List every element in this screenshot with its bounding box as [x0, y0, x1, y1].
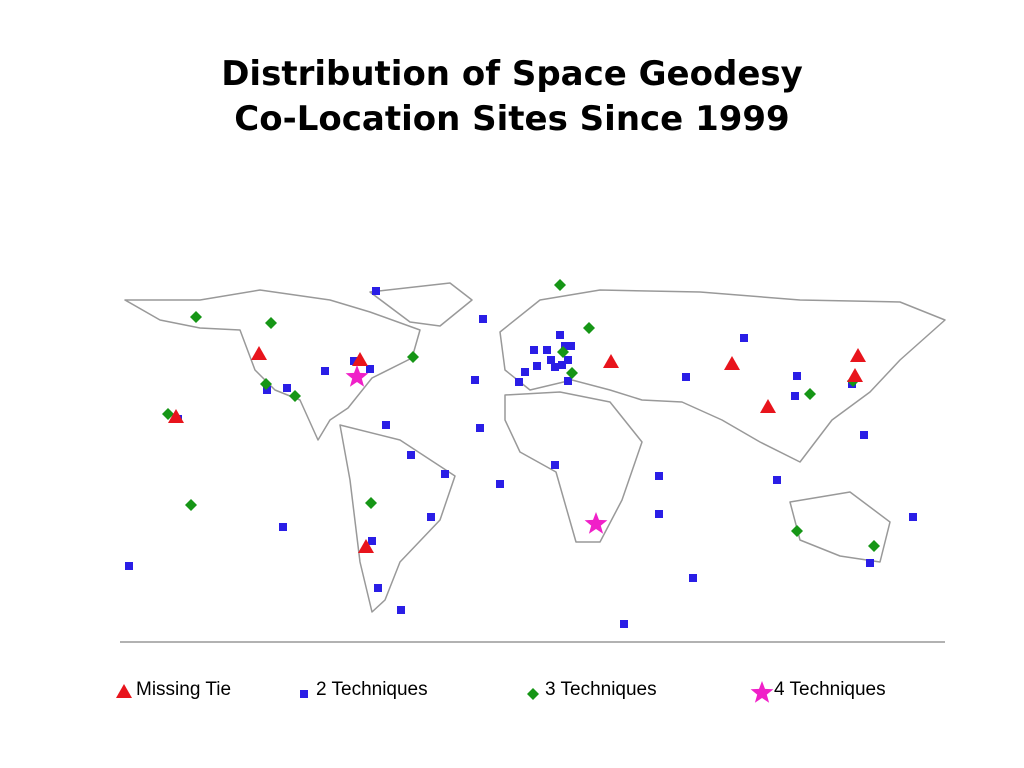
two-technique-marker [655, 472, 663, 480]
two-technique-marker [427, 513, 435, 521]
missing-tie-marker [724, 356, 740, 370]
missing-tie-marker [850, 348, 866, 362]
legend-label: 4 Techniques [774, 679, 886, 700]
greenland [369, 282, 473, 327]
title-line: Co-Location Sites Since 1999 [234, 99, 789, 139]
missing-tie-marker [847, 368, 863, 382]
three-technique-marker [185, 499, 197, 511]
three-technique-marker [868, 540, 880, 552]
two-technique-marker [279, 523, 287, 531]
two-technique-marker [655, 510, 663, 518]
two-technique-marker [476, 424, 484, 432]
two-technique-marker [479, 315, 487, 323]
two-technique-marker [496, 480, 504, 488]
world-map [120, 282, 946, 643]
three-technique-marker [557, 346, 569, 358]
three-technique-marker [162, 408, 174, 420]
two-technique-marker [561, 342, 569, 350]
two-technique-marker [515, 378, 523, 386]
two-technique-marker [283, 384, 291, 392]
two-technique-marker [372, 287, 380, 295]
two-technique-marker [300, 690, 308, 698]
missing-tie-marker [760, 399, 776, 413]
missing-tie-marker [116, 684, 132, 698]
two-technique-marker [530, 346, 538, 354]
two-technique-marker [551, 461, 559, 469]
two-technique-marker [740, 334, 748, 342]
eurasia [499, 289, 946, 463]
two-technique-marker [321, 367, 329, 375]
two-technique-marker [397, 606, 405, 614]
three-technique-marker [190, 311, 202, 323]
missing-tie-marker [168, 409, 184, 423]
three-technique-marker [566, 367, 578, 379]
title-line: Distribution of Space Geodesy [221, 54, 803, 94]
sites [125, 279, 917, 628]
two-technique-marker [368, 537, 376, 545]
two-technique-marker [620, 620, 628, 628]
two-technique-marker [866, 559, 874, 567]
two-technique-marker [547, 356, 555, 364]
four-technique-marker [584, 512, 608, 534]
two-technique-marker [791, 392, 799, 400]
two-technique-marker [793, 372, 801, 380]
missing-tie-marker [251, 346, 267, 360]
three-technique-marker [554, 279, 566, 291]
two-technique-marker [382, 421, 390, 429]
legend: Missing Tie 2 Techniques 3 Techniques 4 … [116, 679, 886, 703]
south-america [339, 424, 456, 613]
two-technique-marker [860, 431, 868, 439]
two-technique-marker [558, 361, 566, 369]
two-technique-marker [567, 342, 575, 350]
two-technique-marker [125, 562, 133, 570]
two-technique-marker [551, 363, 559, 371]
legend-label: 3 Techniques [545, 679, 657, 700]
two-technique-marker [564, 356, 572, 364]
three-technique-marker [791, 525, 803, 537]
missing-tie-marker [352, 352, 368, 366]
north-america [124, 289, 421, 441]
two-technique-marker [471, 376, 479, 384]
three-technique-marker [265, 317, 277, 329]
missing-tie-marker [358, 539, 374, 553]
two-technique-marker [564, 377, 572, 385]
three-technique-marker [260, 378, 272, 390]
two-technique-marker [543, 346, 551, 354]
two-technique-marker [366, 365, 374, 373]
australia [789, 491, 891, 563]
three-technique-marker [365, 497, 377, 509]
legend-label: Missing Tie [136, 679, 231, 700]
two-technique-marker [521, 368, 529, 376]
two-technique-marker [374, 584, 382, 592]
three-technique-marker [583, 322, 595, 334]
two-technique-marker [773, 476, 781, 484]
three-technique-marker [407, 351, 419, 363]
four-technique-marker [345, 365, 369, 387]
two-technique-marker [533, 362, 541, 370]
legend-label: 2 Techniques [316, 679, 428, 700]
four-technique-marker [750, 681, 774, 703]
missing-tie-marker [603, 354, 619, 368]
two-technique-marker [441, 470, 449, 478]
two-technique-marker [689, 574, 697, 582]
two-technique-marker [263, 386, 271, 394]
three-technique-marker [804, 388, 816, 400]
two-technique-marker [350, 357, 358, 365]
africa [504, 391, 643, 543]
two-technique-marker [909, 513, 917, 521]
two-technique-marker [682, 373, 690, 381]
three-technique-marker [289, 390, 301, 402]
two-technique-marker [407, 451, 415, 459]
two-technique-marker [556, 331, 564, 339]
three-technique-marker [527, 688, 539, 700]
